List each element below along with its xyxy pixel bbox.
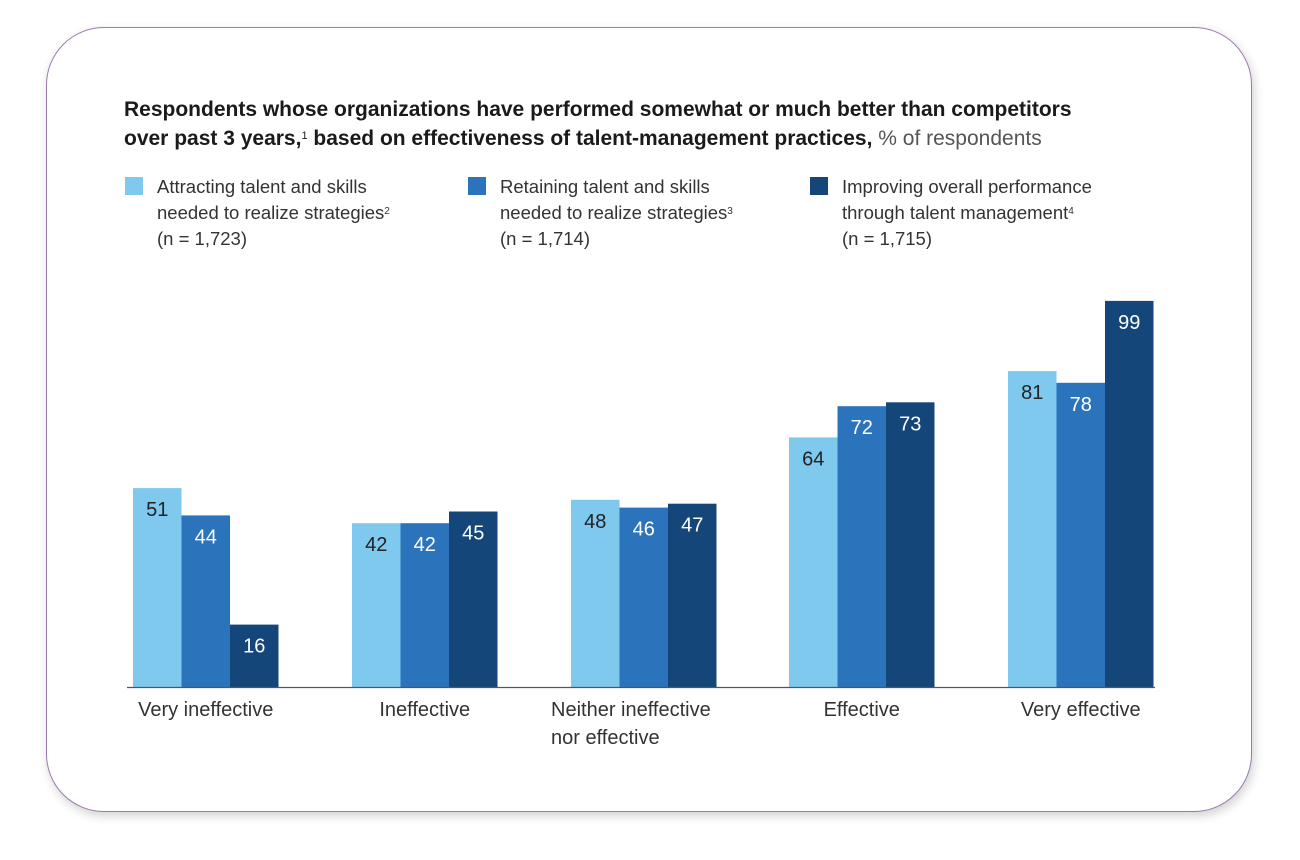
chart-title: Respondents whose organizations have per… [124, 95, 1204, 153]
legend-swatch-retaining [468, 177, 486, 195]
bar [1056, 382, 1105, 687]
legend-line: needed to realize strategies [500, 202, 728, 223]
data-label: 51 [146, 499, 168, 521]
data-label: 81 [1021, 382, 1043, 404]
legend-sample-size: (n = 1,723) [157, 228, 247, 249]
title-line-2b: based on effectiveness of talent-managem… [307, 127, 873, 150]
bar [789, 437, 838, 687]
data-label: 64 [802, 448, 824, 470]
bar [1105, 300, 1154, 687]
legend-swatch-improving [810, 177, 828, 195]
bar [181, 515, 230, 687]
category-label: Very ineffective [138, 699, 273, 721]
bar [668, 503, 717, 687]
bar [133, 488, 182, 687]
category-label: nor effective [551, 727, 660, 749]
data-label: 46 [633, 519, 655, 541]
bar [571, 499, 620, 687]
data-label: 44 [195, 526, 217, 548]
bar [837, 406, 886, 687]
data-label: 73 [899, 413, 921, 435]
legend-line: Improving overall performance [842, 176, 1092, 197]
data-label: 42 [414, 534, 436, 556]
bar [400, 523, 449, 687]
title-unit: % of respondents [872, 127, 1042, 150]
legend-line: through talent management [842, 202, 1069, 223]
legend-sample-size: (n = 1,714) [500, 228, 590, 249]
title-line-2a: over past 3 years, [124, 127, 302, 150]
legend-sample-size: (n = 1,715) [842, 228, 932, 249]
legend-line: Retaining talent and skills [500, 176, 710, 197]
category-label: Effective [824, 699, 900, 721]
legend-text-retaining: Retaining talent and skills needed to re… [500, 174, 820, 252]
legend-footnote: 4 [1068, 206, 1074, 217]
legend-footnote: 2 [384, 206, 390, 217]
bar [619, 507, 668, 687]
category-label: Neither ineffective [551, 699, 711, 721]
legend-text-attracting: Attracting talent and skills needed to r… [157, 174, 477, 252]
legend-footnote: 3 [727, 206, 733, 217]
category-label: Very effective [1021, 699, 1141, 721]
data-label: 47 [681, 515, 703, 537]
title-line-1: Respondents whose organizations have per… [124, 98, 1072, 121]
bar [352, 523, 401, 687]
category-label: Ineffective [379, 699, 470, 721]
legend-swatch-attracting [125, 177, 143, 195]
bar [1008, 371, 1057, 687]
bar [886, 402, 935, 687]
legend-line: needed to realize strategies [157, 202, 385, 223]
legend-line: Attracting talent and skills [157, 176, 367, 197]
title-footnote: 1 [301, 130, 308, 142]
data-label: 45 [462, 523, 484, 545]
data-label: 72 [851, 417, 873, 439]
data-label: 48 [584, 511, 606, 533]
data-label: 78 [1070, 394, 1092, 416]
bar [449, 511, 498, 687]
data-label: 42 [365, 534, 387, 556]
legend-text-improving: Improving overall performance through ta… [842, 174, 1162, 252]
data-label: 16 [243, 636, 265, 658]
data-label: 99 [1118, 312, 1140, 334]
bar [230, 624, 279, 687]
